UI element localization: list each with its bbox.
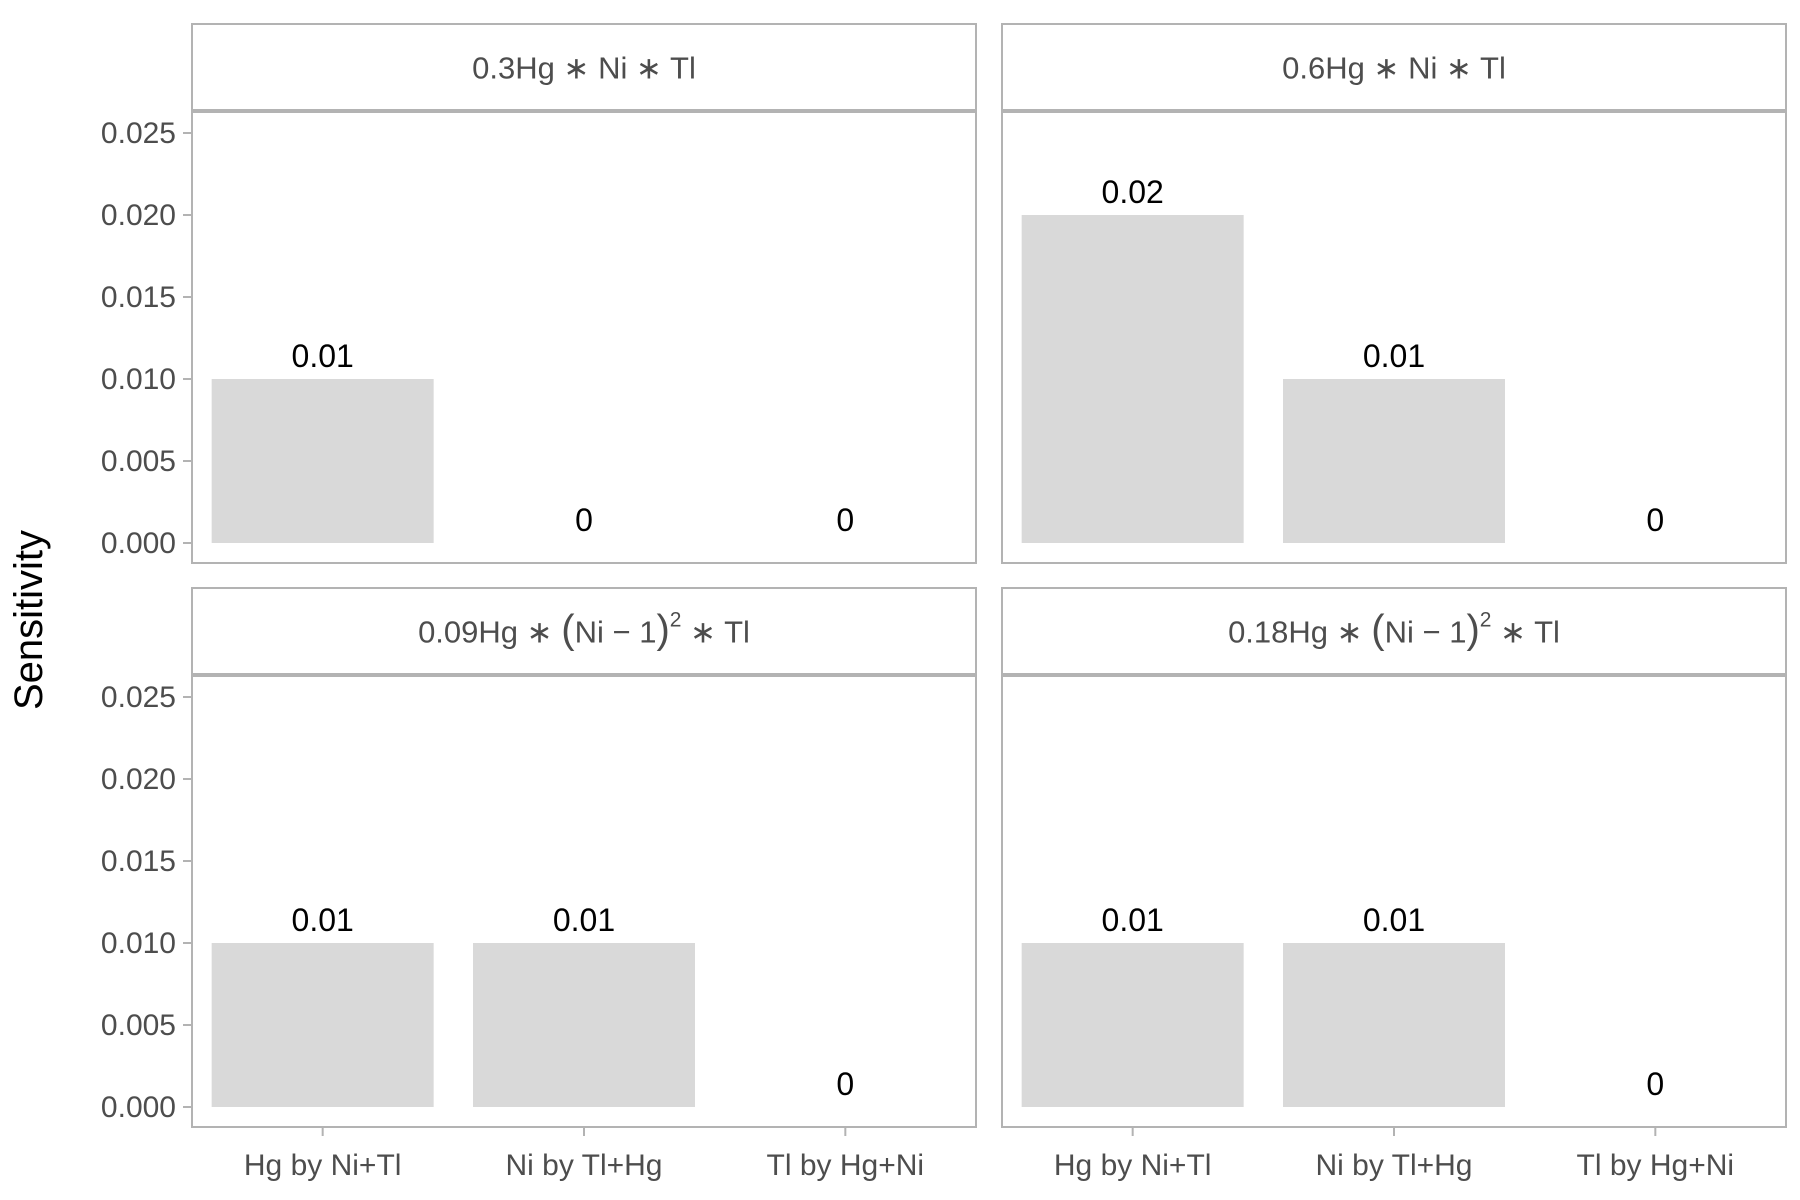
strip-term: Tl	[1534, 615, 1560, 650]
facet-strip-label: 0.18Hg ∗ (Ni − 1)2 ∗ Tl	[1228, 608, 1560, 652]
y-tick-label: 0.000	[101, 527, 176, 560]
strip-exponent: 2	[670, 609, 682, 632]
facet-strip	[1001, 587, 1787, 676]
bar	[1021, 215, 1244, 543]
strip-term: Ni	[1385, 615, 1414, 650]
strip-coefficient: 0.6	[1282, 51, 1325, 86]
facet-strip	[191, 587, 977, 676]
strip-term: ∗	[1491, 615, 1534, 650]
bar-value-label: 0.01	[292, 338, 354, 374]
strip-term: Hg	[478, 615, 518, 650]
bar-value-label: 0.01	[1363, 902, 1425, 938]
strip-term: ∗	[627, 51, 670, 86]
y-axis-title: Sensitivity	[7, 530, 51, 710]
strip-term: ∗	[681, 615, 724, 650]
bar-value-label: 0	[1646, 1066, 1664, 1102]
strip-exponent: 2	[1480, 609, 1492, 632]
bar-value-label: 0	[1646, 502, 1664, 538]
strip-term: 1	[1449, 615, 1466, 650]
y-tick-label: 0.020	[101, 199, 176, 232]
bar-value-label: 0.01	[1363, 338, 1425, 374]
bar	[1021, 943, 1244, 1107]
x-tick-label: Ni by Tl+Hg	[1315, 1149, 1472, 1182]
bar	[1283, 379, 1505, 543]
strip-coefficient: 0.09	[418, 615, 478, 650]
strip-paren: (	[1371, 608, 1385, 652]
y-tick-label: 0.025	[101, 681, 176, 714]
bar-value-label: 0.01	[1102, 902, 1164, 938]
strip-coefficient: 0.18	[1228, 615, 1288, 650]
y-tick-label: 0.010	[101, 927, 176, 960]
bar-value-label: 0	[836, 1066, 854, 1102]
y-tick-label: 0.025	[101, 117, 176, 150]
facet-strip-label: 0.6Hg ∗ Ni ∗ Tl	[1282, 51, 1506, 86]
x-tick-label: Hg by Ni+Tl	[244, 1149, 402, 1182]
strip-term: Hg	[1288, 615, 1328, 650]
facet-strip-label: 0.3Hg ∗ Ni ∗ Tl	[472, 51, 696, 86]
bar-value-label: 0.01	[292, 902, 354, 938]
bar-value-label: 0.01	[553, 902, 615, 938]
bar	[1283, 943, 1505, 1107]
strip-term: Tl	[724, 615, 750, 650]
x-tick-label: Tl by Hg+Ni	[1577, 1149, 1735, 1182]
x-tick-label: Tl by Hg+Ni	[767, 1149, 925, 1182]
x-tick-label: Hg by Ni+Tl	[1054, 1149, 1212, 1182]
bar	[211, 943, 434, 1107]
bar-value-label: 0.02	[1102, 174, 1164, 210]
strip-term: ∗	[1437, 51, 1480, 86]
strip-term: −	[1414, 615, 1449, 650]
strip-term: ∗	[1328, 615, 1371, 650]
y-tick-label: 0.020	[101, 763, 176, 796]
strip-term: Tl	[1480, 51, 1506, 86]
strip-paren: )	[1466, 608, 1479, 652]
bar-value-label: 0	[575, 502, 593, 538]
strip-term: ∗	[518, 615, 561, 650]
strip-coefficient: 0.3	[472, 51, 515, 86]
strip-term: Hg	[1325, 51, 1365, 86]
strip-term: ∗	[555, 51, 598, 86]
strip-term: −	[604, 615, 639, 650]
facet-strip-label: 0.09Hg ∗ (Ni − 1)2 ∗ Tl	[418, 608, 750, 652]
strip-term: Ni	[598, 51, 627, 86]
bar	[211, 379, 434, 543]
y-tick-label: 0.010	[101, 363, 176, 396]
y-tick-label: 0.000	[101, 1091, 176, 1124]
x-tick-label: Ni by Tl+Hg	[505, 1149, 662, 1182]
panel-frame	[1001, 111, 1787, 564]
y-tick-label: 0.015	[101, 281, 176, 314]
panel-frame	[191, 111, 977, 564]
strip-term: ∗	[1365, 51, 1408, 86]
strip-paren: )	[656, 608, 669, 652]
y-tick-label: 0.005	[101, 445, 176, 478]
strip-term: Ni	[575, 615, 604, 650]
strip-term: Hg	[515, 51, 555, 86]
facet-strip	[191, 23, 977, 112]
strip-term: 1	[639, 615, 656, 650]
strip-paren: (	[561, 608, 575, 652]
strip-term: Ni	[1408, 51, 1437, 86]
bar	[473, 943, 695, 1107]
y-tick-label: 0.005	[101, 1009, 176, 1042]
strip-term: Tl	[670, 51, 696, 86]
bar-value-label: 0	[836, 502, 854, 538]
facet-strip	[1001, 23, 1787, 112]
y-tick-label: 0.015	[101, 845, 176, 878]
